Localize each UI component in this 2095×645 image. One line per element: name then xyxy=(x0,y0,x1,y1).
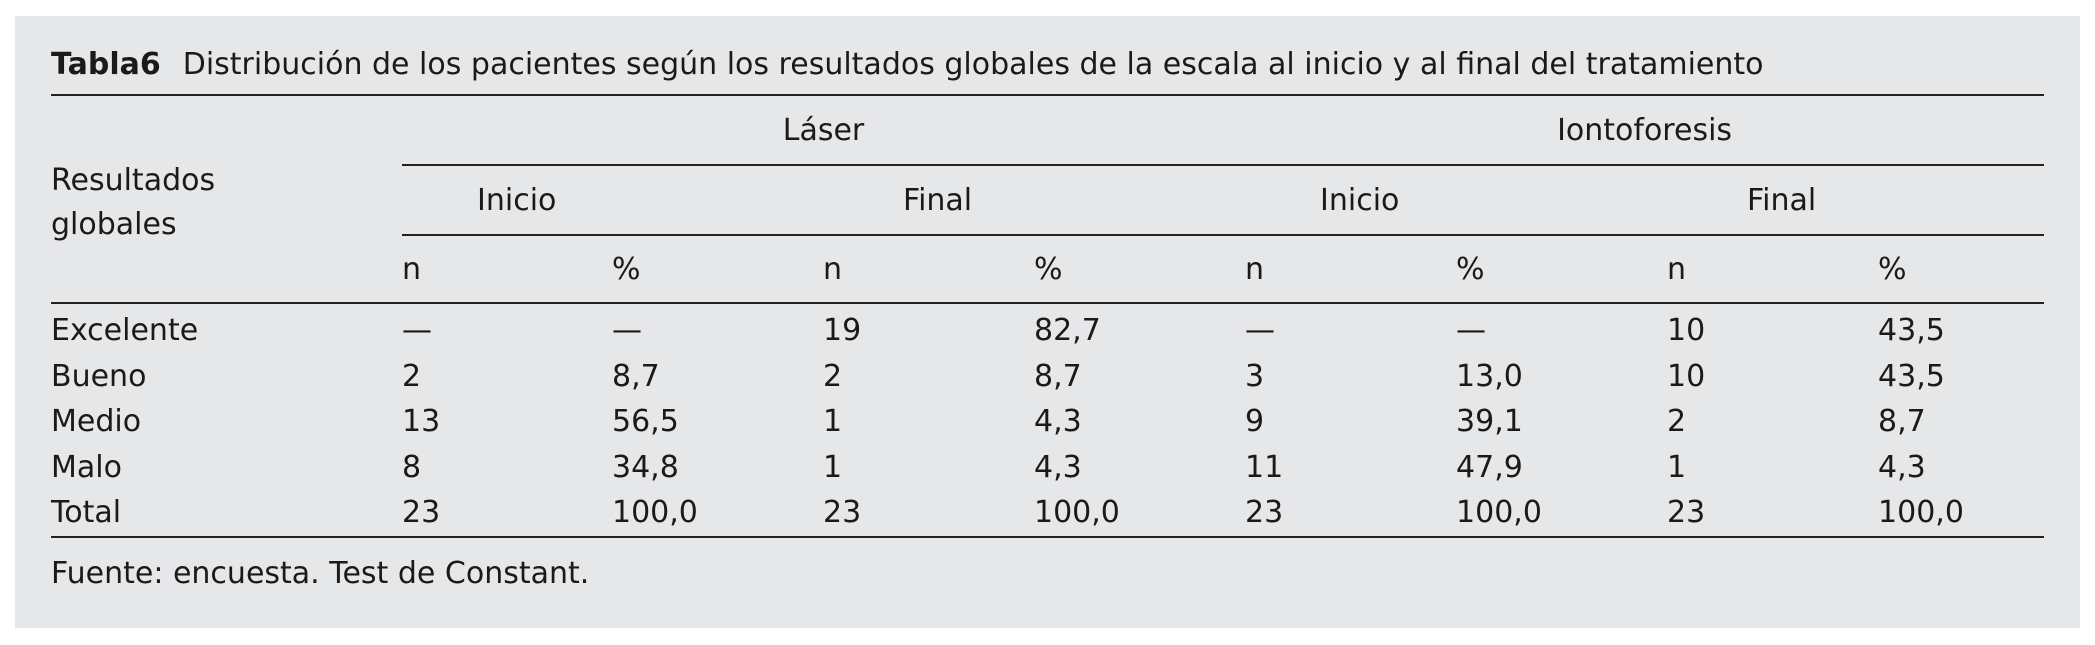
table-cell: 56,5 xyxy=(612,404,679,439)
subgroup-header-laser-inicio: Inicio xyxy=(402,164,823,235)
column-header: n xyxy=(823,234,1034,303)
table-cell: 1 xyxy=(823,449,843,485)
table-cell: — xyxy=(1245,302,1457,354)
table-cell: 23 xyxy=(823,495,862,530)
table-cell: 13 xyxy=(402,404,441,439)
row-label: Excelente xyxy=(51,302,402,354)
group-header-laser: Láser xyxy=(782,112,865,148)
row-label: Malo xyxy=(51,449,122,485)
column-header: n xyxy=(1667,234,1879,303)
row-label: Medio xyxy=(51,404,142,439)
subgroup-header-ionto-final: Final xyxy=(1667,164,2045,235)
table-cell: 4,3 xyxy=(1878,449,1926,485)
results-table: Resultados globales Láser Iontoforesis I… xyxy=(51,96,2045,536)
table-row: Bueno 2 8,7 2 8,7 3 13,0 10 43,5 xyxy=(51,354,2044,400)
column-header: % xyxy=(1456,234,1668,303)
table-row: Medio 13 56,5 1 4,3 9 39,1 2 8,7 xyxy=(51,399,2044,445)
subgroup-header-laser-final: Final xyxy=(823,164,1246,235)
row-label: Total xyxy=(51,495,122,530)
table-cell: 13,0 xyxy=(1456,358,1523,394)
row-header-line-2: globales xyxy=(51,207,177,242)
caption-text: Distribución de los pacientes según los … xyxy=(182,47,1764,82)
table-cell: 4,3 xyxy=(1034,449,1082,485)
table-row: Total 23 100,0 23 100,0 23 100,0 23 100,0 xyxy=(51,490,2044,536)
table-cell: 2 xyxy=(1667,404,1687,439)
table-caption: Tabla6 Distribución de los pacientes segú… xyxy=(51,44,2044,94)
table-container: Tabla6 Distribución de los pacientes segú… xyxy=(51,44,2045,594)
table-cell: 9 xyxy=(1245,404,1265,439)
table-footer: Fuente: encuesta. Test de Constant. xyxy=(51,555,590,591)
table-body: Excelente — —19 82,7— —10 43,5 Bueno 2 8,7 2 8,7 3 1… xyxy=(51,302,2045,536)
top-rule xyxy=(51,94,2044,96)
caption-label: Tabla6 xyxy=(51,47,161,82)
table-cell: 2 xyxy=(823,358,843,394)
table-cell: 8,7 xyxy=(1878,404,1926,439)
table-cell: 39,1 xyxy=(1456,404,1523,439)
table-cell: 82,7 xyxy=(1034,302,1246,354)
column-header: n xyxy=(1245,234,1457,303)
table-row: Excelente — —19 82,7— —10 43,5 xyxy=(51,302,2045,354)
table-cell: 10 xyxy=(1667,358,1706,394)
table-cell: 23 xyxy=(1245,495,1284,530)
subgroup-header-ionto-inicio: Inicio xyxy=(1245,164,1668,235)
table-cell: 8,7 xyxy=(612,358,660,394)
column-header: % xyxy=(612,234,823,303)
table-cell: 100,0 xyxy=(612,495,698,530)
table-cell: 3 xyxy=(1245,358,1265,394)
row-header: Resultados globales xyxy=(51,96,402,303)
column-header: % xyxy=(1878,234,2045,303)
table-cell: — xyxy=(612,302,823,354)
table-cell: 2 xyxy=(402,358,422,394)
table-cell: 23 xyxy=(1667,495,1706,530)
table-cell: 1 xyxy=(1667,449,1687,485)
table-panel: Tabla6 Distribución de los pacientes segú… xyxy=(15,16,2080,628)
row-label: Bueno xyxy=(51,358,147,394)
column-header: n xyxy=(402,234,612,303)
table-cell: 1 xyxy=(823,404,843,439)
table-cell: 19 xyxy=(823,302,1034,354)
table-cell: 43,5 xyxy=(1878,358,1945,394)
group-header-iontoforesis: Iontoforesis xyxy=(1557,112,1733,148)
table-cell: 43,5 xyxy=(1878,302,2045,354)
table-cell: 11 xyxy=(1245,449,1284,485)
table-cell: 10 xyxy=(1667,302,1879,354)
table-cell: 100,0 xyxy=(1878,495,1964,530)
table-cell: 8,7 xyxy=(1034,358,1082,394)
table-cell: 34,8 xyxy=(612,449,679,485)
table-cell: 4,3 xyxy=(1034,404,1082,439)
table-cell: 8 xyxy=(402,449,422,485)
table-cell: 47,9 xyxy=(1456,449,1523,485)
table-cell: 100,0 xyxy=(1456,495,1542,530)
table-cell: — xyxy=(402,302,612,354)
bottom-rule xyxy=(51,535,2044,538)
table-row: Malo 8 34,8 1 4,3 11 47,9 1 4,3 xyxy=(51,445,2044,491)
table-cell: 23 xyxy=(402,495,441,530)
column-header: % xyxy=(1034,234,1246,303)
table-cell: 100,0 xyxy=(1034,495,1120,530)
table-cell: — xyxy=(1456,302,1668,354)
row-header-line-1: Resultados xyxy=(51,163,216,198)
